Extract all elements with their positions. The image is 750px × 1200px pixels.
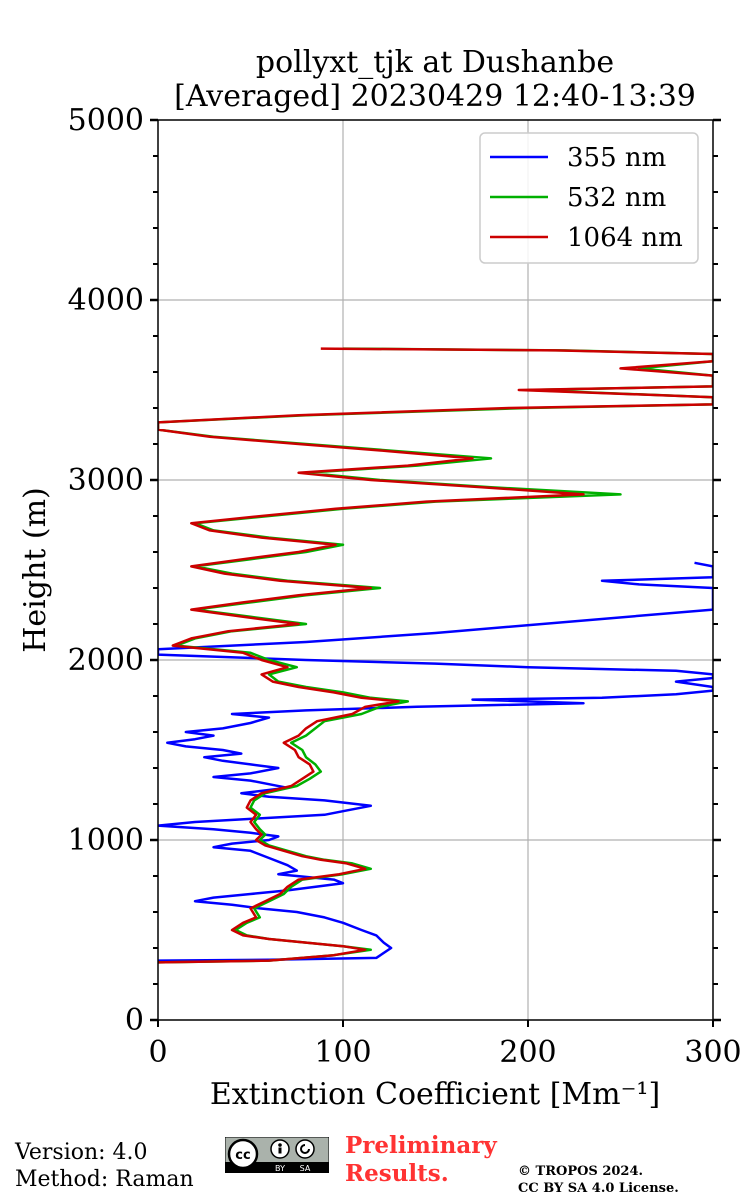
attribution-icon <box>270 1139 290 1159</box>
copyright-text: © TROPOS 2024. <box>518 1164 644 1179</box>
x-tick-label: 100 <box>314 1035 371 1070</box>
y-axis-label: Height (m) <box>18 487 53 652</box>
series-line-1064-nm <box>158 347 713 964</box>
legend: 355 nm 532 nm 1064 nm <box>479 132 699 264</box>
x-tick-label: 200 <box>499 1035 556 1070</box>
y-tick-label: 2000 <box>68 643 144 678</box>
version-text: Version: 4.0 <box>15 1140 148 1165</box>
cc-by-text: BY <box>275 1164 285 1173</box>
y-tick-label: 0 <box>125 1003 144 1038</box>
x-axis-label: Extinction Coefficient [Mm⁻¹] <box>210 1077 660 1112</box>
y-tick-label: 3000 <box>68 463 144 498</box>
series-line-355-nm <box>158 561 713 962</box>
plot-frame <box>157 119 714 1021</box>
x-tick-label: 300 <box>684 1035 741 1070</box>
x-tick-label: 0 <box>148 1035 167 1070</box>
cc-by-sa-license-badge: cc BY SA <box>225 1137 329 1173</box>
legend-label-1064-nm: 1064 nm <box>567 223 683 253</box>
legend-box <box>479 132 699 264</box>
cc-sa-text: SA <box>300 1164 311 1173</box>
cc-logo-text: cc <box>235 1148 250 1163</box>
legend-label-355-nm: 355 nm <box>567 143 666 173</box>
chart-title: pollyxt_tjk at Dushanbe <box>256 45 614 80</box>
share-alike-icon <box>295 1139 315 1159</box>
grid-lines <box>158 120 713 1020</box>
chart-subtitle: [Averaged] 20230429 12:40-13:39 <box>174 79 696 114</box>
preliminary-label: Preliminary <box>345 1132 497 1159</box>
license-text: CC BY SA 4.0 License. <box>518 1181 679 1196</box>
method-text: Method: Raman <box>15 1167 194 1192</box>
legend-label-532-nm: 532 nm <box>567 183 666 213</box>
y-tick-label: 1000 <box>68 823 144 858</box>
series-line-532-nm <box>158 347 713 964</box>
preliminary-results-label: Results. <box>345 1160 449 1187</box>
y-tick-label: 4000 <box>68 283 144 318</box>
series-lines <box>158 347 713 964</box>
y-tick-label: 5000 <box>68 103 144 138</box>
